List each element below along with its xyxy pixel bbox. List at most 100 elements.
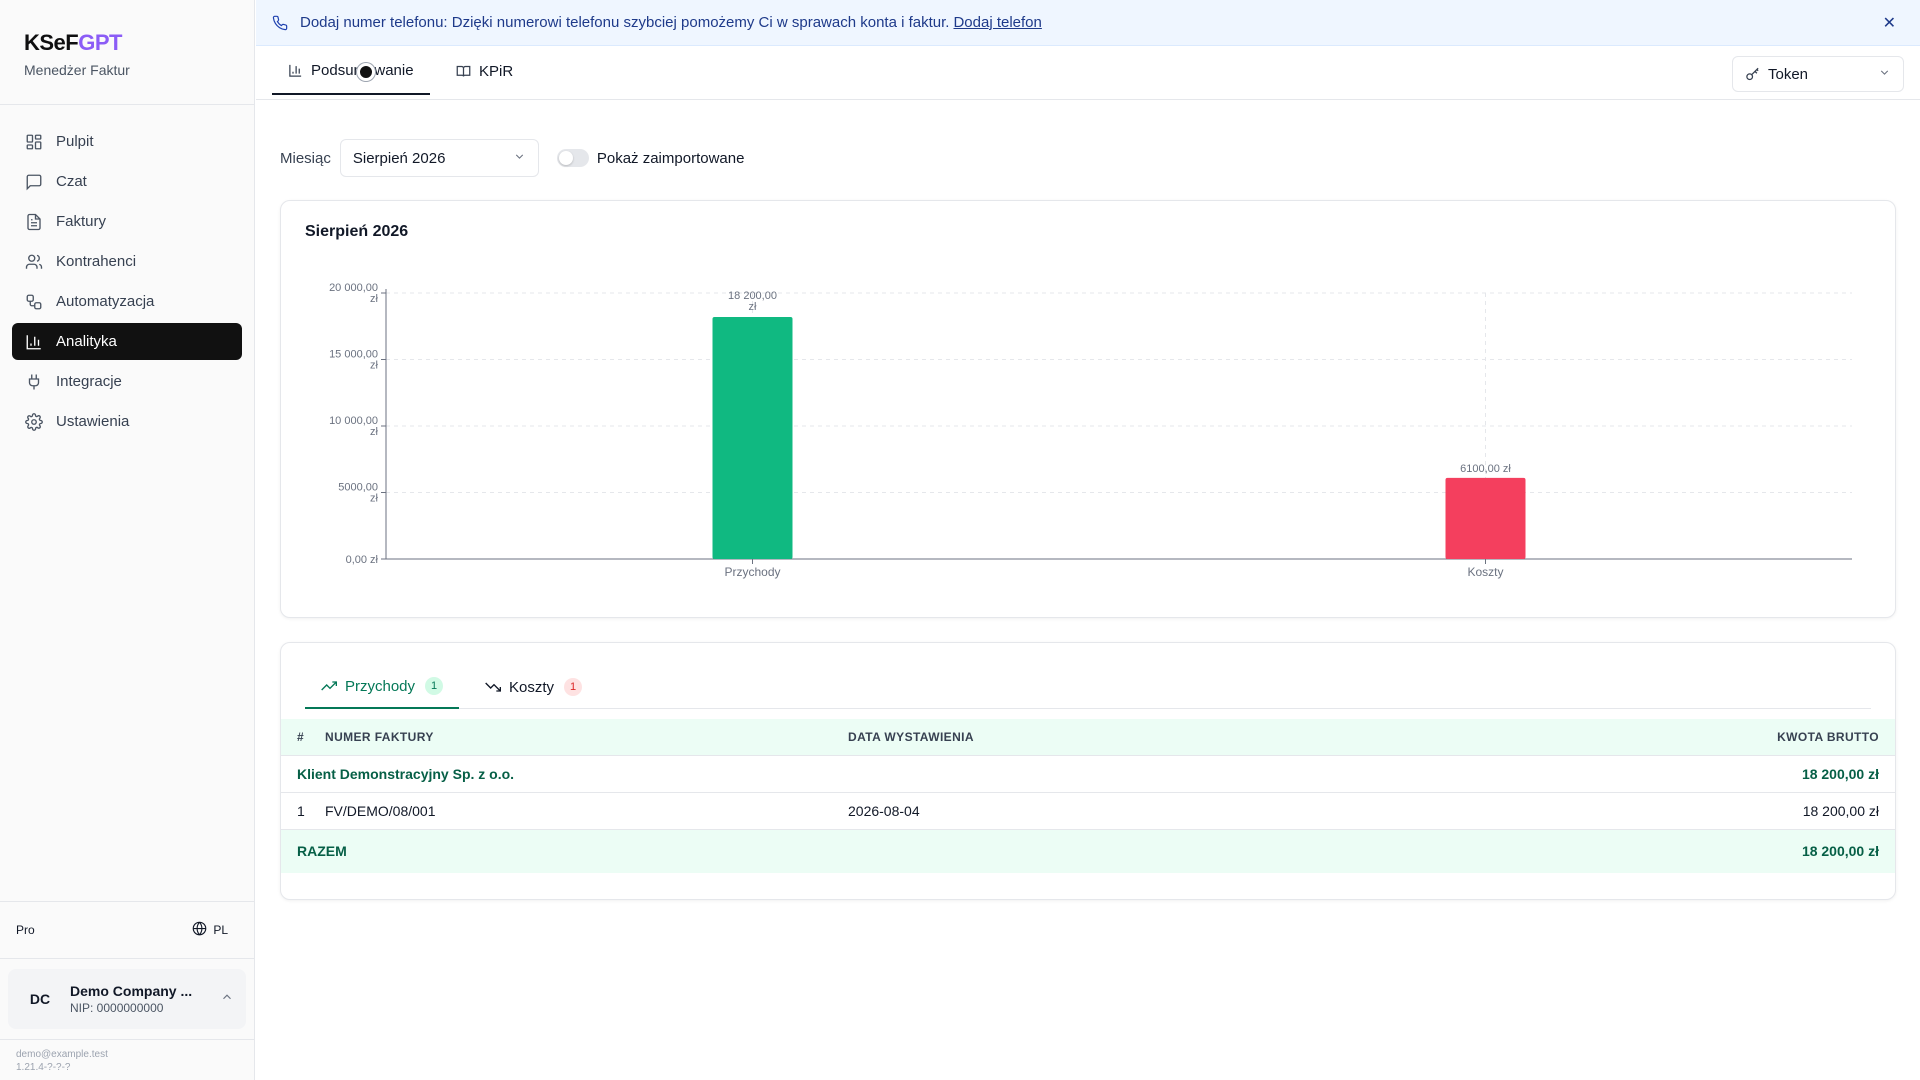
brand-subtitle: Menedżer Faktur (24, 62, 130, 78)
total-label: RAZEM (281, 829, 1389, 873)
sidebar-item-label: Czat (56, 173, 87, 190)
analytics-tabs: Podsumowanie KPiR Token (256, 47, 1920, 100)
tab-przychody-label: Przychody (345, 677, 416, 695)
group-name: Klient Demonstracyjny Sp. z o.o. (281, 755, 1389, 793)
month-label: Miesiąc (280, 149, 331, 167)
y-tick-label: 10 000,00 zł (329, 415, 378, 438)
sidebar-item-faktury[interactable]: Faktury (12, 203, 242, 240)
table-header-row: # NUMER FAKTURY DATA WYSTAWIENIA KWOTA B… (281, 719, 1895, 756)
banner-text: Dodaj numer telefonu: Dzięki numerowi te… (300, 14, 950, 31)
language-label: PL (213, 923, 228, 937)
mouse-cursor (357, 63, 375, 81)
x-tick-label: Koszty (1467, 565, 1503, 579)
company-switcher-wrap: DC Demo Company ... NIP: 0000000000 (0, 958, 254, 1039)
col-amount: KWOTA BRUTTO (1388, 719, 1895, 756)
chevron-up-icon (220, 990, 234, 1009)
tab-koszty-label: Koszty (509, 678, 555, 696)
show-imported-label: Pokaż zaimportowane (596, 149, 745, 167)
total-amount: 18 200,00 zł (1388, 829, 1895, 873)
invoice-table: # NUMER FAKTURY DATA WYSTAWIENIA KWOTA B… (281, 719, 1895, 873)
row-amount: 18 200,00 zł (1388, 792, 1895, 830)
sidebar-nav: Pulpit Czat Faktury Kontrahenci Automaty… (0, 105, 254, 461)
gear-icon (24, 412, 44, 432)
row-num: 1 (281, 792, 325, 830)
grid-icon (24, 132, 44, 152)
bar-chart-icon (288, 63, 303, 78)
workflow-icon (24, 292, 44, 312)
token-select[interactable]: Token (1732, 56, 1904, 92)
language-switcher[interactable]: PL (192, 921, 228, 939)
chart-card: Sierpień 2026 20 000,00 zł 15 000,00 zł 10 0… (280, 200, 1896, 618)
sidebar-item-label: Kontrahenci (56, 253, 137, 270)
tab-summary[interactable]: Podsumowanie (272, 47, 430, 95)
sidebar: KSeFGPT Menedżer Faktur Pulpit Czat Fakt… (0, 0, 255, 1080)
plan-label: Pro (16, 923, 35, 937)
bar-chart-icon (24, 332, 44, 352)
add-phone-link[interactable]: Dodaj telefon (953, 14, 1042, 31)
row-date: 2026-08-04 (848, 792, 1389, 830)
plug-icon (24, 372, 44, 392)
sidebar-item-label: Integracje (56, 373, 122, 390)
data-label: 18 200,00 zł (728, 290, 777, 313)
token-label: Token (1768, 65, 1809, 83)
sidebar-item-analityka[interactable]: Analityka (12, 323, 242, 360)
y-tick-label: 5000,00 zł (338, 482, 378, 505)
close-icon[interactable]: ✕ (1882, 14, 1896, 32)
phone-icon (272, 15, 288, 31)
sidebar-item-integracje[interactable]: Integracje (12, 363, 242, 400)
bar-przychody (712, 316, 793, 559)
sidebar-item-label: Ustawienia (56, 413, 130, 430)
month-select[interactable]: Sierpień 2026 (339, 139, 539, 177)
avatar: DC (20, 979, 60, 1019)
show-imported-toggle[interactable] (556, 149, 589, 167)
book-icon (456, 64, 471, 79)
company-name: Demo Company ... (70, 983, 193, 999)
table-row[interactable]: 1 FV/DEMO/08/001 2026-08-04 18 200,00 zł (281, 792, 1895, 830)
sidebar-item-czat[interactable]: Czat (12, 163, 242, 200)
tab-kpir[interactable]: KPiR (456, 47, 513, 95)
y-tick-label: 20 000,00 zł (329, 282, 378, 305)
count-badge: 1 (425, 677, 444, 695)
company-nip: NIP: 0000000000 (70, 1001, 164, 1015)
users-icon (24, 252, 44, 272)
invoice-type-tabs: Przychody 1 Koszty 1 (305, 665, 1871, 709)
document-icon (24, 212, 44, 232)
sidebar-item-label: Analityka (56, 333, 117, 350)
company-switcher[interactable]: DC Demo Company ... NIP: 0000000000 (8, 969, 246, 1029)
sidebar-item-automatyzacja[interactable]: Automatyzacja (12, 283, 242, 320)
trending-up-icon (321, 678, 337, 694)
sidebar-item-kontrahenci[interactable]: Kontrahenci (12, 243, 242, 280)
month-value: Sierpień 2026 (352, 149, 446, 167)
chevron-down-icon (513, 150, 526, 167)
account-info: demo@example.test 1.21.4-?-?-? (0, 1039, 254, 1080)
y-tick-label: 0,00 zł (346, 554, 379, 566)
chart-title: Sierpień 2026 (305, 223, 409, 240)
chat-icon (24, 172, 44, 192)
tab-koszty[interactable]: Koszty 1 (485, 665, 583, 709)
sidebar-item-label: Automatyzacja (56, 293, 155, 310)
sidebar-item-label: Pulpit (56, 133, 94, 150)
x-tick-label: Przychody (724, 565, 780, 579)
key-icon (1745, 67, 1760, 82)
sidebar-item-pulpit[interactable]: Pulpit (12, 123, 242, 160)
tab-przychody[interactable]: Przychody 1 (305, 665, 460, 709)
bar-chart: 20 000,00 zł 15 000,00 zł 10 000,00 zł 5000,00… (329, 282, 1852, 579)
bar-koszty (1445, 477, 1526, 559)
filters: Miesiąc Sierpień 2026 Pokaż zaimportowan… (280, 139, 744, 177)
count-badge: 1 (564, 678, 583, 696)
globe-icon (192, 921, 207, 939)
sidebar-item-ustawienia[interactable]: Ustawienia (12, 403, 242, 440)
col-num: # (281, 719, 325, 756)
total-row: RAZEM 18 200,00 zł (281, 829, 1895, 873)
brand-logo[interactable]: KSeFGPT (24, 30, 122, 55)
row-invoice[interactable]: FV/DEMO/08/001 (325, 792, 848, 830)
user-email: demo@example.test (16, 1049, 108, 1060)
group-row: Klient Demonstracyjny Sp. z o.o. 18 200,… (281, 755, 1895, 793)
group-amount: 18 200,00 zł (1388, 755, 1895, 793)
y-tick-label: 15 000,00 zł (329, 349, 378, 372)
data-label: 6100,00 zł (1460, 463, 1511, 475)
brand: KSeFGPT Menedżer Faktur (0, 0, 254, 105)
plan-row: Pro PL (0, 901, 254, 958)
trending-down-icon (485, 679, 501, 695)
invoice-table-card: Przychody 1 Koszty 1 # NUMER FAKTURY DAT… (280, 642, 1896, 900)
